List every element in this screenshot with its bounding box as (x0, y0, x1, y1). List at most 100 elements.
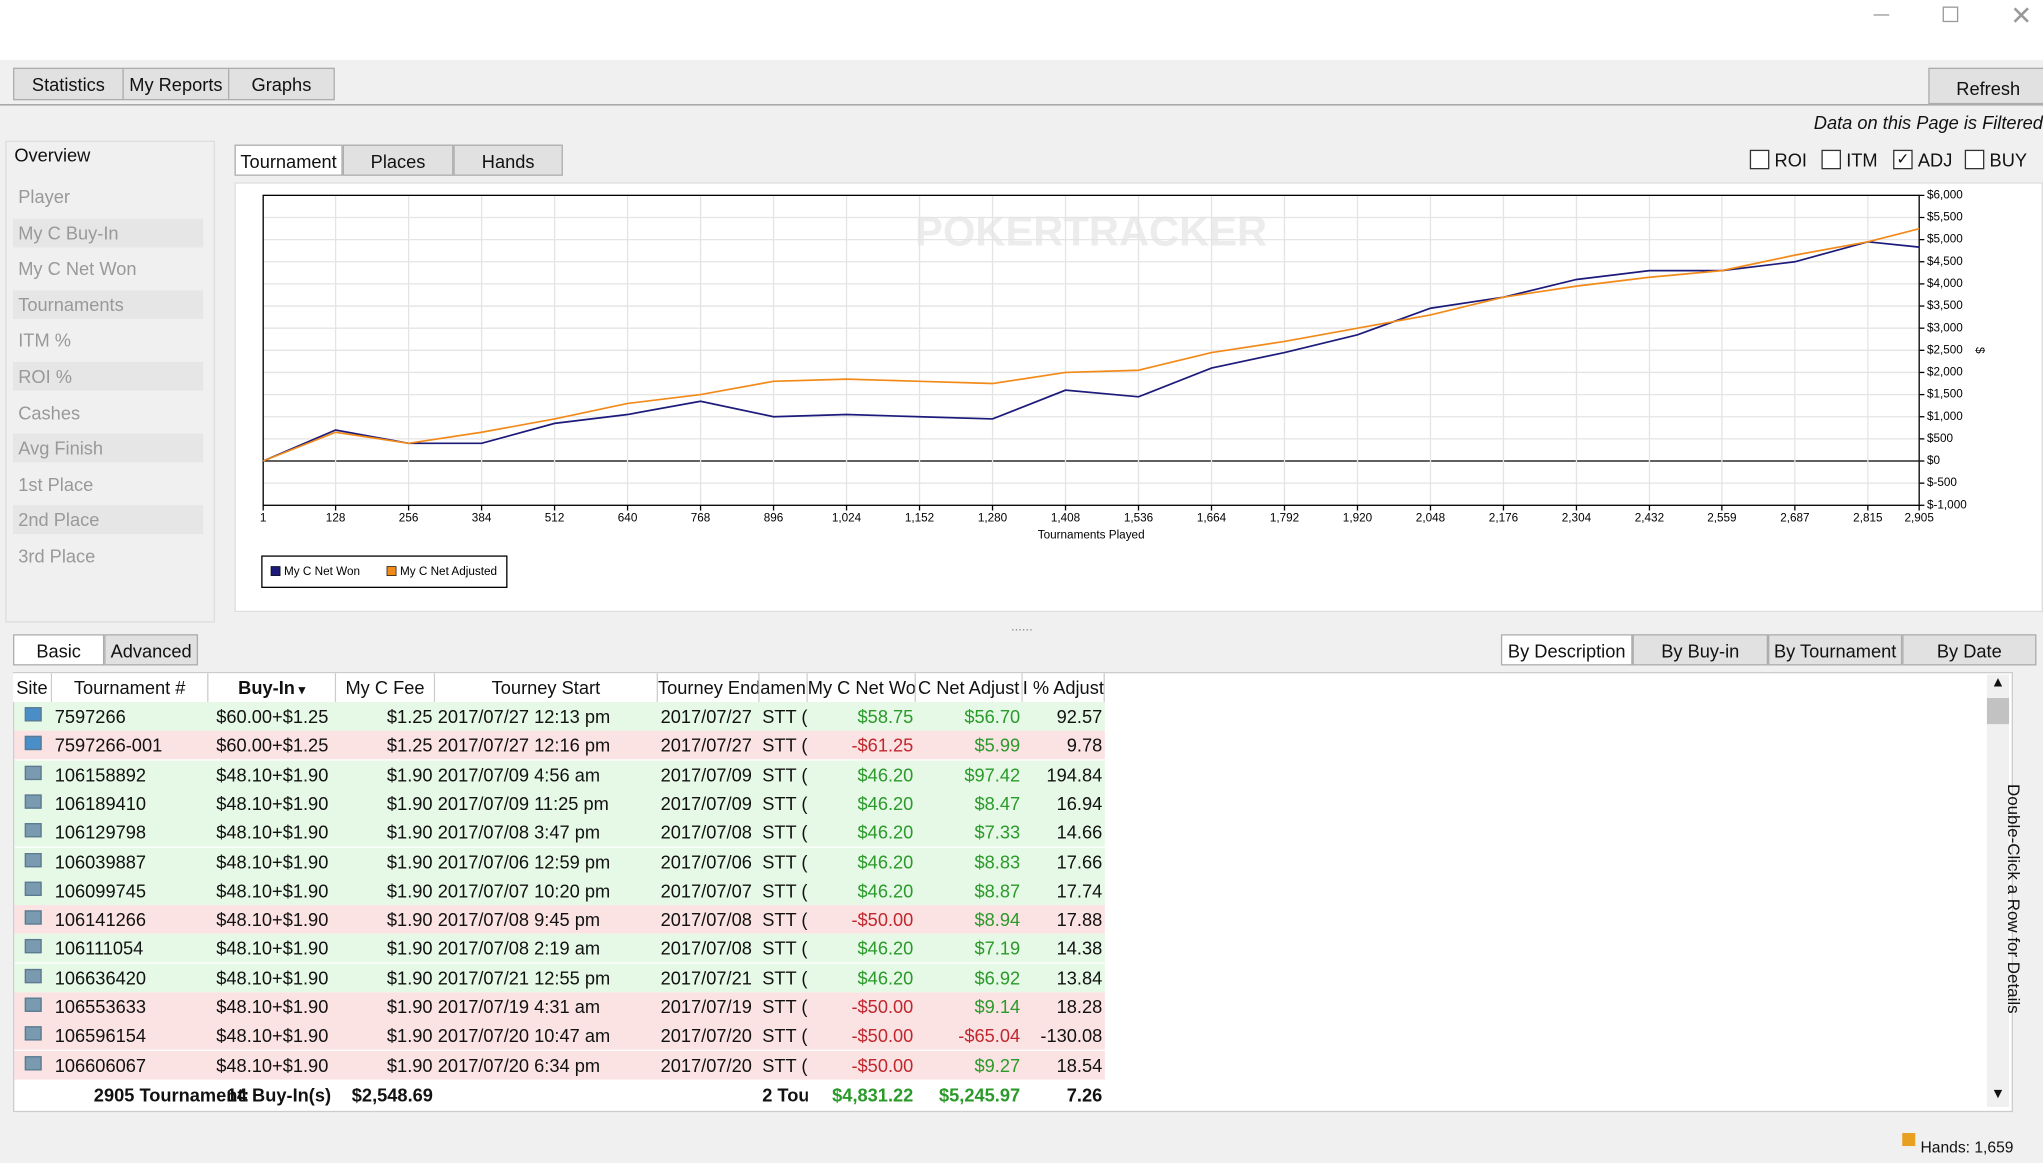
checkbox[interactable]: ✓ (1893, 149, 1913, 170)
tab[interactable]: Graphs (228, 67, 335, 101)
column-header[interactable]: My C Net Won (807, 673, 916, 702)
table-row[interactable] (14, 789, 1105, 818)
column-header[interactable]: My C Fee (336, 673, 436, 702)
sidebar-item[interactable]: My C Buy-In (13, 218, 204, 247)
table-cell: 7597266 (54, 705, 126, 727)
table-row[interactable] (14, 1021, 1105, 1051)
table-cell: $46.20 (857, 792, 914, 814)
splitter[interactable]: ...... (1011, 619, 1033, 635)
column-header[interactable]: Tournament # (52, 673, 209, 702)
legend-swatch (386, 566, 397, 576)
sidebar-item[interactable]: ROI % (13, 362, 204, 391)
column-header[interactable]: C Net Adjust (915, 673, 1023, 702)
graph-tab[interactable]: Hands (453, 144, 563, 176)
mode-button[interactable]: Advanced (104, 634, 199, 666)
table-row[interactable] (14, 963, 1105, 992)
table-cell: $48.10+$1.90 (216, 909, 329, 930)
column-header[interactable]: I % Adjust (1022, 673, 1105, 702)
mode-button[interactable]: Basic (13, 634, 105, 666)
table-row[interactable] (14, 701, 1105, 731)
table-cell: 2017/07/21 (660, 967, 752, 989)
sidebar-item[interactable]: Player (18, 186, 70, 208)
table-cell: 106099745 (54, 880, 147, 901)
sidebar-item[interactable]: 1st Place (18, 473, 94, 495)
table-cell: 106141266 (54, 909, 147, 930)
checkbox[interactable] (1821, 149, 1841, 170)
table-row[interactable] (14, 876, 1105, 905)
column-header[interactable]: Site (13, 673, 53, 702)
group-button[interactable]: By Tournament (1768, 634, 1903, 666)
refresh-button[interactable]: Refresh (1928, 67, 2043, 105)
table-cell: $7.33 (974, 821, 1021, 843)
maximize-button[interactable] (1942, 6, 1959, 23)
table-cell: 2017/07/08 3:47 pm (437, 821, 601, 843)
y-tick-label: $4,500 (1927, 255, 1963, 268)
minimize-button[interactable] (1873, 14, 1890, 16)
checkbox[interactable] (1964, 149, 1985, 170)
scroll-down[interactable]: ▼ (1990, 1086, 2006, 1102)
table-cell: $48.10+$1.90 (216, 1025, 329, 1047)
table-cell: 106606067 (54, 1054, 147, 1076)
table-row[interactable] (14, 992, 1105, 1022)
table-cell: STT (2 (762, 1054, 808, 1076)
sidebar-item[interactable]: Avg Finish (13, 433, 204, 463)
checkbox-label[interactable]: ITM (1846, 149, 1878, 171)
table-cell: 106039887 (54, 851, 147, 872)
x-tick-label: 1,024 (832, 511, 862, 524)
scroll-up[interactable]: ▲ (1990, 674, 2006, 691)
legend-box (261, 555, 508, 588)
table-cell: $9.27 (974, 1054, 1021, 1076)
table-row[interactable] (14, 934, 1105, 963)
sidebar-item[interactable]: Cashes (18, 401, 81, 423)
sidebar-item[interactable]: 3rd Place (18, 545, 96, 567)
y-tick-label: $3,000 (1927, 321, 1963, 334)
sidebar-item[interactable]: 2nd Place (13, 505, 204, 535)
group-button[interactable]: By Description (1500, 634, 1633, 666)
table-cell: 2017/07/27 12:16 pm (437, 734, 611, 756)
scroll-thumb[interactable] (1986, 698, 2010, 725)
checkbox-label[interactable]: ADJ (1917, 149, 1953, 171)
table-cell: $8.87 (974, 880, 1021, 901)
x-tick-label: 1,408 (1051, 511, 1081, 524)
table-row[interactable] (14, 730, 1105, 760)
column-header[interactable]: Tourney End (657, 673, 760, 702)
column-header[interactable]: Buy-In ▾ (208, 673, 337, 702)
graph-tab[interactable]: Tournament (234, 144, 343, 176)
table-row[interactable] (14, 847, 1105, 876)
tab[interactable]: Statistics (13, 67, 124, 101)
close-button[interactable]: ✕ (2010, 2, 2033, 32)
table-cell: 106129798 (54, 821, 147, 843)
table-row[interactable] (14, 818, 1105, 847)
column-header[interactable]: Tourney Start (435, 673, 658, 702)
table-row[interactable] (14, 1050, 1105, 1080)
table-row[interactable] (14, 905, 1105, 934)
table-cell: -130.08 (1040, 1025, 1103, 1047)
table-cell: -$50.00 (851, 1025, 914, 1047)
sidebar-item[interactable]: Tournaments (13, 290, 204, 319)
sidebar-item[interactable]: ITM % (18, 329, 71, 351)
site-icon (24, 881, 42, 896)
checkbox-label[interactable]: BUY (1989, 149, 2028, 171)
total-cell: $2,548.69 (351, 1084, 433, 1106)
group-button[interactable]: By Date (1902, 634, 2037, 666)
site-icon (24, 997, 42, 1012)
table-cell: -$50.00 (851, 909, 914, 930)
y-tick-label: $2,000 (1927, 366, 1963, 379)
graph-tab[interactable]: Places (342, 144, 454, 176)
y-tick-label: $5,500 (1927, 211, 1963, 224)
total-cell: $5,245.97 (939, 1084, 1021, 1106)
table-cell: $1.90 (386, 821, 433, 843)
table-cell: 2017/07/09 11:25 pm (437, 792, 609, 814)
column-header[interactable]: amen (759, 673, 808, 702)
group-button[interactable]: By Buy-in (1632, 634, 1769, 666)
table-cell: 2017/07/20 (660, 1025, 752, 1047)
scrollbar[interactable]: ▲ ▼ (1986, 674, 2010, 1107)
table-row[interactable] (14, 760, 1105, 789)
tab[interactable]: My Reports (122, 67, 230, 101)
checkbox-label[interactable]: ROI (1774, 149, 1807, 171)
table-cell: 2017/07/19 (660, 996, 752, 1018)
y-tick-label: $-500 (1927, 476, 1957, 489)
series-line (262, 240, 1920, 462)
checkbox[interactable] (1749, 149, 1770, 170)
sidebar-item[interactable]: My C Net Won (18, 258, 137, 279)
